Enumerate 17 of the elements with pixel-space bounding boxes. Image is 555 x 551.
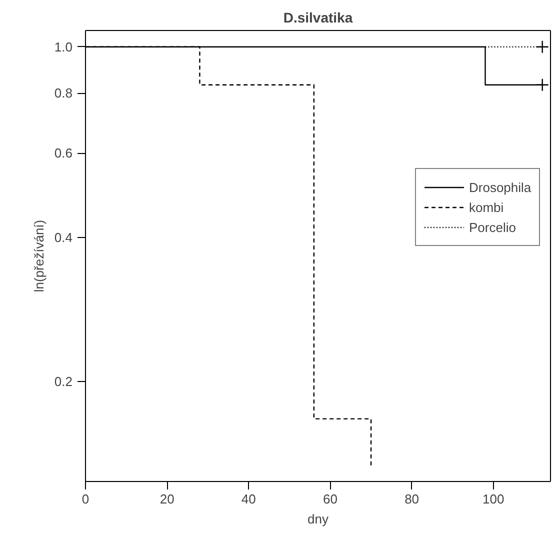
x-tick-label: 20 <box>160 492 174 506</box>
y-tick-label: 0.4 <box>54 230 73 245</box>
legend-label: Porcelio <box>469 220 516 234</box>
legend-label: kombi <box>469 200 504 214</box>
x-tick-label: 60 <box>323 492 338 506</box>
y-tick-label: 0.2 <box>54 374 73 389</box>
x-tick-label: 100 <box>482 492 504 506</box>
x-axis-title: dny <box>308 512 329 526</box>
y-tick-label: 1.0 <box>54 39 73 54</box>
legend-label: Drosophila <box>469 180 532 194</box>
y-tick-label: 0.8 <box>54 86 73 101</box>
chart-title: D.silvatika <box>283 10 353 26</box>
x-tick-label: 40 <box>241 492 256 506</box>
x-tick-label: 80 <box>404 492 420 506</box>
x-tick-label: 0 <box>82 492 90 506</box>
y-axis-title: ln(přežívání) <box>31 220 46 292</box>
y-tick-label: 0.6 <box>54 146 73 161</box>
